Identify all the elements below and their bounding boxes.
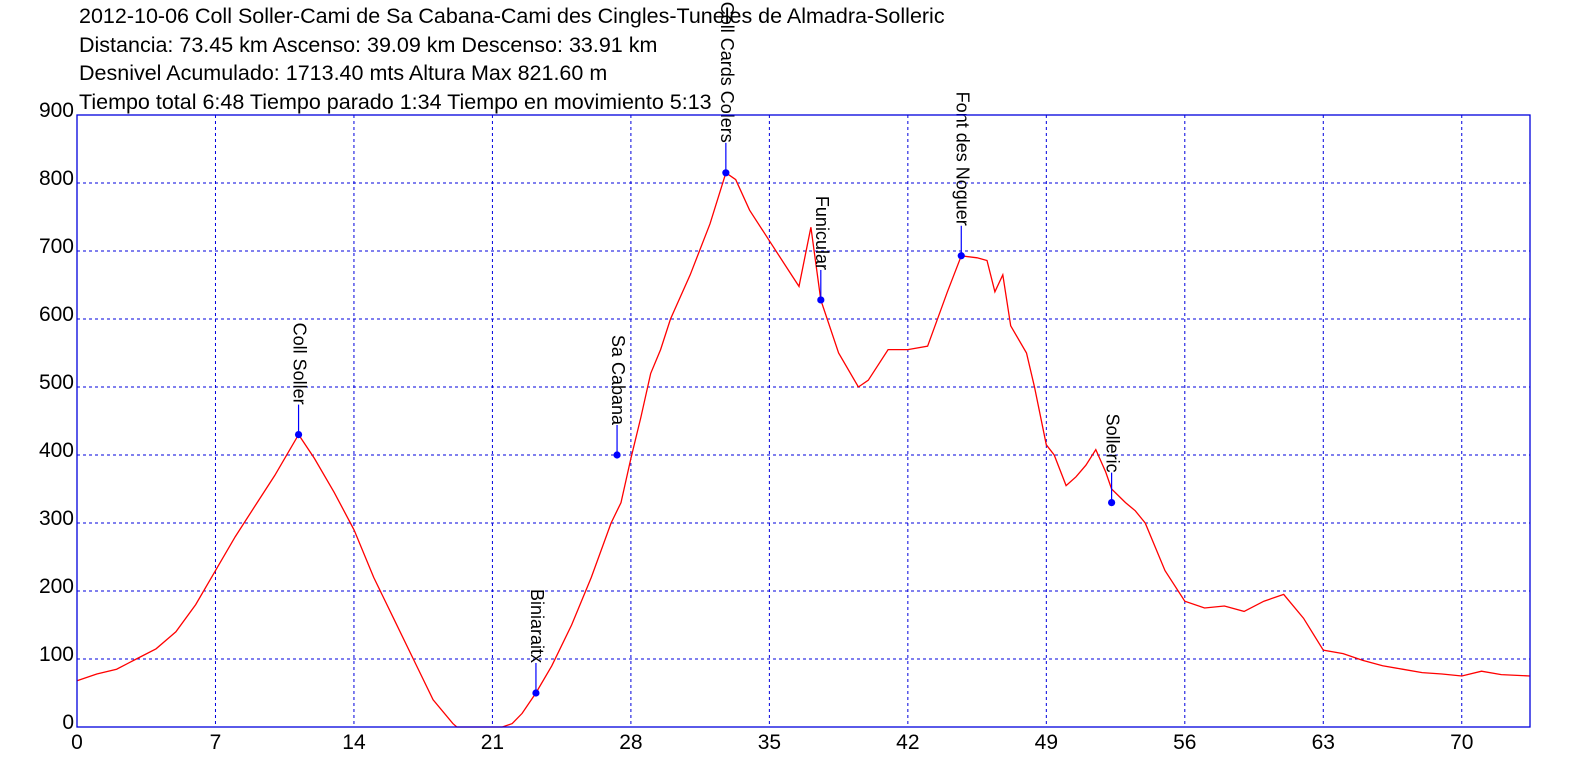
waypoint-annotation: Coll Cards Colers [717,2,737,177]
waypoint-label: Funicular [812,196,832,270]
y-tick-label: 200 [39,575,74,598]
waypoint-marker [294,431,303,439]
waypoint-label: Font des Noguer [952,92,972,226]
waypoint-marker [957,252,965,260]
waypoint-label: Coll Cards Colers [717,2,737,143]
waypoint-annotation: Coll Soller [290,323,310,439]
waypoint-annotation: Solleric [1103,414,1123,507]
x-tick-label: 14 [342,731,366,754]
x-tick-label: 42 [896,731,919,754]
y-tick-label: 900 [39,99,74,122]
waypoint-annotation: Sa Cabana [608,335,628,459]
plot-frame [76,114,1531,728]
y-tick-label: 700 [39,235,74,258]
waypoint-annotations: Coll Soller Biniaraitx Sa Cabana Coll Cards… [290,2,1123,697]
time-summary: Tiempo total 6:48 Tiempo parado 1:34 Tie… [79,89,712,114]
waypoint-annotation: Funicular [812,196,832,304]
x-tick-label: 49 [1035,731,1058,754]
y-tick-label: 300 [39,507,74,530]
y-tick-label: 600 [39,303,74,326]
waypoint-marker [722,169,730,177]
waypoint-annotation: Biniaraitx [527,589,547,697]
waypoint-marker [817,296,825,304]
waypoint-marker [532,689,540,697]
x-tick-label: 56 [1173,731,1196,754]
x-tick-label: 63 [1312,731,1335,754]
chart-title-block: 2012-10-06 Coll Soller-Cami de Sa Cabana… [79,2,945,116]
waypoint-label: Sa Cabana [608,335,628,426]
chart-title: 2012-10-06 Coll Soller-Cami de Sa Cabana… [79,4,945,28]
x-tick-label: 0 [71,731,83,754]
x-tick-label: 28 [619,731,642,754]
grid [77,115,1530,727]
waypoint-label: Biniaraitx [527,589,547,663]
x-tick-label: 21 [481,731,504,754]
y-tick-label: 500 [39,371,74,394]
waypoint-marker [613,451,621,459]
waypoint-marker [1108,499,1116,507]
waypoint-annotation: Font des Noguer [952,92,972,260]
y-axis-ticks: 0 100 200 300 400 500 600 700 800 900 [39,99,74,734]
y-tick-label: 800 [39,167,74,190]
x-tick-label: 7 [210,731,222,754]
waypoint-label: Solleric [1103,414,1123,473]
y-tick-label: 100 [39,643,74,666]
elevation-line [76,171,1531,728]
elevation-summary: Desnivel Acumulado: 1713.40 mts Altura M… [79,61,608,85]
distance-summary: Distancia: 73.45 km Ascenso: 39.09 km De… [79,32,658,57]
x-tick-label: 70 [1450,731,1473,754]
y-tick-label: 400 [39,439,74,462]
x-tick-label: 35 [758,731,781,754]
x-axis-ticks: 0 7 14 21 28 35 42 49 56 63 70 [71,731,1473,754]
waypoint-label: Coll Soller [290,323,310,405]
y-tick-label: 0 [62,711,74,734]
